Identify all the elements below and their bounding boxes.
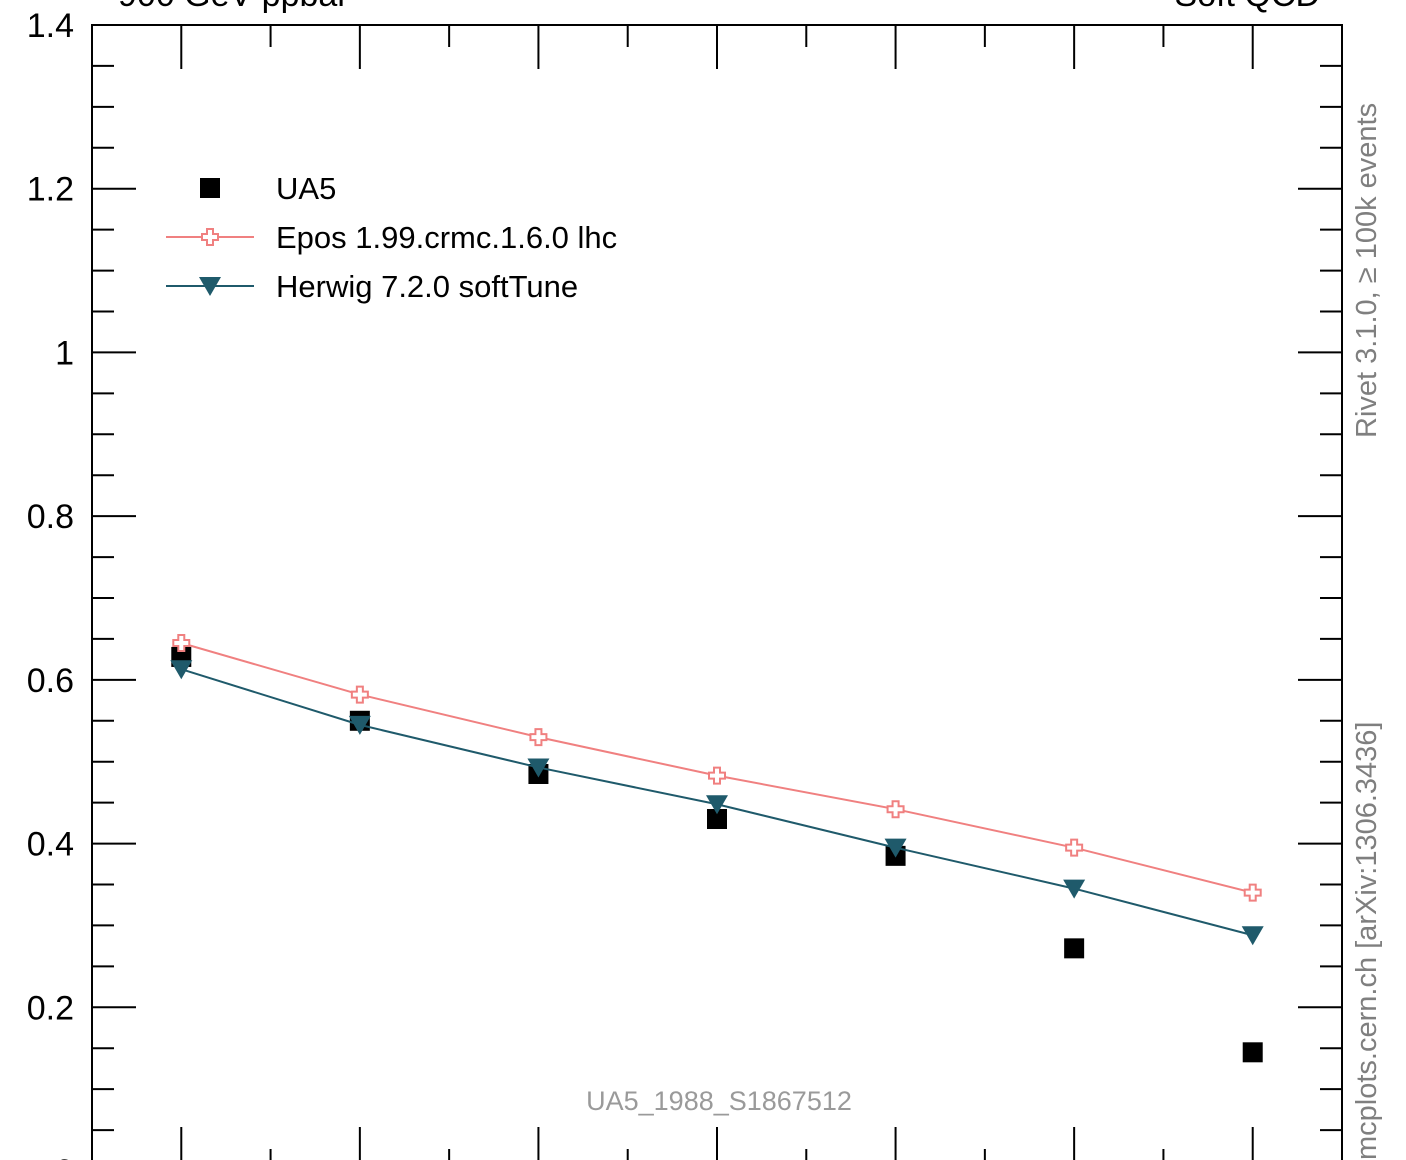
series-herwig-7-2-0-softtune [170, 660, 1264, 946]
rivet-version-label: Rivet 3.1.0, ≥ 100k events [1351, 103, 1383, 438]
data-point [1242, 1042, 1263, 1063]
data-point [707, 809, 727, 830]
legend-label: Epos 1.99.crmc.1.6.0 lhc [276, 220, 617, 255]
legend-entry: Herwig 7.2.0 softTune [166, 269, 578, 304]
data-point [886, 800, 905, 819]
data-point [348, 715, 371, 735]
header-right-label: Soft QCD [1175, 0, 1320, 14]
mcplots-source-label: mcplots.cern.ch [arXiv:1306.3436] [1351, 722, 1383, 1160]
y-tick-label: 0.4 [27, 826, 74, 864]
legend-entry: Epos 1.99.crmc.1.6.0 lhc [166, 220, 617, 255]
y-tick-label: 0.8 [27, 498, 74, 536]
data-point [1241, 926, 1264, 946]
data-point [706, 795, 728, 815]
data-point [170, 660, 193, 680]
data-point [884, 838, 907, 858]
header-left-label: 900 GeV ppbar [118, 0, 349, 14]
data-point [1243, 883, 1262, 902]
data-point [527, 758, 550, 778]
y-tick-label: 1.2 [27, 171, 74, 209]
y-tick-label: 0.2 [27, 989, 74, 1027]
legend-label: UA5 [276, 171, 336, 206]
legend-label: Herwig 7.2.0 softTune [276, 269, 578, 304]
y-tick-label: 0 [55, 1153, 74, 1160]
analysis-watermark: UA5_1988_S1867512 [586, 1086, 852, 1116]
series-epos-1-99-crmc-1-6-0-lhc [172, 634, 1262, 902]
data-point [172, 634, 191, 653]
y-tick-label: 0.6 [27, 662, 74, 700]
legend-marker [200, 178, 220, 198]
legend-marker [199, 277, 221, 296]
data-point [708, 766, 726, 785]
data-point [1065, 838, 1084, 857]
legend-entry: UA5 [200, 171, 336, 206]
data-point [1063, 879, 1086, 899]
y-tick-label: 1 [55, 334, 74, 372]
data-point [529, 728, 548, 747]
y-tick-label: 1.4 [27, 7, 74, 45]
data-point [350, 685, 369, 704]
legend-marker [201, 228, 219, 246]
data-point [1064, 938, 1085, 959]
